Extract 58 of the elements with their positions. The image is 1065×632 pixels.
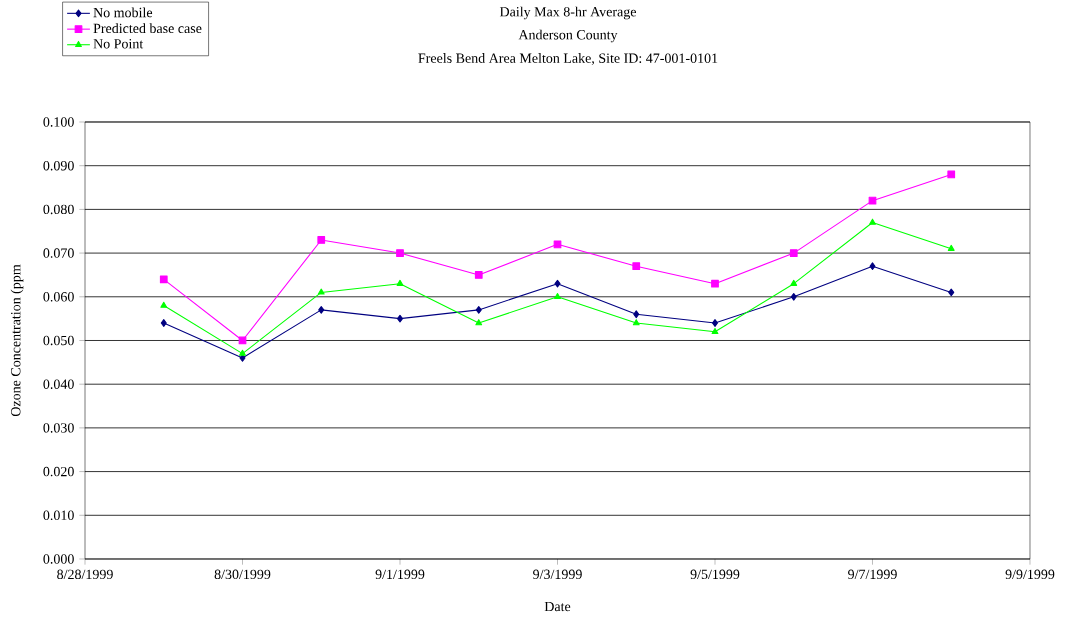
chart-title: Daily Max 8-hr Average xyxy=(499,6,637,20)
y-tick-label: 0.100 xyxy=(43,117,74,127)
point xyxy=(789,249,798,257)
point xyxy=(632,262,641,271)
point xyxy=(554,292,561,299)
legend-label: No mobile xyxy=(93,7,153,18)
point xyxy=(711,327,719,334)
y-tick-label: 0.010 xyxy=(43,510,74,521)
point xyxy=(790,279,798,286)
point xyxy=(160,301,168,308)
point xyxy=(948,288,955,297)
point xyxy=(869,262,876,271)
point xyxy=(554,279,561,288)
y-tick-label: 0.080 xyxy=(43,204,74,215)
point xyxy=(868,196,877,205)
point xyxy=(553,240,562,249)
point xyxy=(947,170,956,179)
point xyxy=(396,279,404,286)
y-axis-title: Ozone Concentration (ppm xyxy=(10,264,24,417)
point xyxy=(396,249,404,257)
x-tick-label: 9/7/1999 xyxy=(848,569,897,580)
point xyxy=(711,319,719,327)
point xyxy=(159,275,168,284)
y-tick-label: 0.040 xyxy=(43,379,74,389)
x-axis-title: Date xyxy=(544,601,571,612)
x-tick-label: 9/1/1999 xyxy=(375,569,425,580)
legend-label: No Point xyxy=(93,39,144,49)
y-tick-label: 0.030 xyxy=(43,423,74,433)
x-tick-label: 9/3/1999 xyxy=(533,569,582,580)
x-tick-label: 8/28/1999 xyxy=(57,569,113,580)
y-tick-label: 0.060 xyxy=(43,292,74,302)
legend-label: Predicted base case xyxy=(93,23,202,34)
point xyxy=(396,314,404,323)
point xyxy=(318,306,325,314)
point xyxy=(239,349,246,356)
point xyxy=(160,319,167,327)
point xyxy=(474,271,483,279)
point xyxy=(317,236,326,244)
point xyxy=(633,310,640,319)
point xyxy=(475,306,482,314)
point xyxy=(475,319,483,326)
y-tick-label: 0.090 xyxy=(43,160,74,171)
point xyxy=(711,279,719,288)
point xyxy=(947,244,955,251)
x-tick-label: 8/30/1999 xyxy=(214,569,271,580)
x-tick-label: 9/9/1999 xyxy=(1005,569,1055,580)
point xyxy=(317,288,325,295)
y-tick-label: 0.020 xyxy=(43,466,74,477)
text: Freels Bend Area Melton Lake, Site ID: 47-001-0101 xyxy=(418,53,718,65)
y-tick-label: 0.070 xyxy=(43,248,74,258)
point xyxy=(632,319,640,326)
y-tick-label: 0.050 xyxy=(43,335,74,346)
chart-subtitle: Anderson County xyxy=(518,29,618,43)
point xyxy=(869,218,876,225)
y-tick-label: 0.000 xyxy=(43,554,74,564)
point xyxy=(790,292,797,301)
point xyxy=(239,354,246,362)
x-tick-label: 9/5/1999 xyxy=(690,569,740,580)
